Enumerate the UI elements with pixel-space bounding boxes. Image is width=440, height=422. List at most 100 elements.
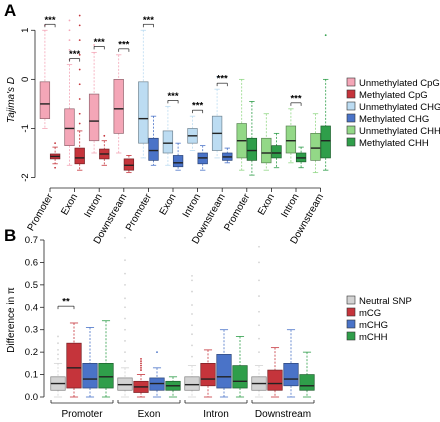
significance-label: *** <box>69 49 80 60</box>
outlier-point <box>124 328 126 331</box>
box <box>138 81 149 144</box>
x-category-label: Promoter <box>61 409 103 420</box>
box <box>64 108 75 146</box>
box <box>216 354 232 389</box>
outlier-point <box>78 14 81 17</box>
outlier-point <box>124 351 126 354</box>
outlier-point <box>191 279 193 282</box>
legend-swatch <box>346 77 356 87</box>
panel-a-letter: A <box>4 1 16 20</box>
box <box>200 363 216 387</box>
significance-label: *** <box>94 37 105 48</box>
outlier-point <box>93 44 95 46</box>
box <box>148 137 159 161</box>
outlier-point <box>78 122 81 125</box>
legend-label: Methylated CHH <box>359 138 429 149</box>
outlier-point <box>258 351 260 354</box>
legend-swatch <box>346 331 356 341</box>
legend-label: Methylated CpG <box>359 90 428 101</box>
y-tick-label: 0.0 <box>25 392 38 403</box>
panel-a-y-axis: -2 -1 0 1 <box>20 28 36 182</box>
box <box>261 137 272 164</box>
legend-label: Neutral SNP <box>359 296 412 307</box>
box <box>283 363 299 387</box>
outlier-point <box>258 295 260 297</box>
outlier-point <box>68 49 71 51</box>
legend-swatch <box>346 295 356 305</box>
panel-b-significance: ** <box>57 297 75 310</box>
outlier-point <box>124 283 126 286</box>
y-tick-label: 0.7 <box>25 235 38 246</box>
outlier-point <box>140 369 142 371</box>
panel-b-y-axis-title: Difference in π <box>6 287 17 353</box>
legend-label: mCG <box>359 308 381 319</box>
outlier-point <box>140 357 142 360</box>
significance-label: *** <box>290 93 301 104</box>
panel-a-boxes <box>39 14 331 176</box>
outlier-point <box>54 142 56 145</box>
panel-a: A Tajima's D -2-101 ********* ***********… <box>4 1 440 246</box>
legend-label: Unmethylated CHG <box>359 102 440 113</box>
x-tick-label: Promoter <box>26 191 56 233</box>
x-tick-label: Exon <box>256 192 277 217</box>
legend-label: mCHH <box>359 332 388 343</box>
outlier-point <box>57 349 59 351</box>
legend-swatch <box>346 319 356 329</box>
box <box>66 342 82 389</box>
significance-label: *** <box>44 15 55 26</box>
outlier-point <box>191 324 193 327</box>
box <box>285 125 297 154</box>
box <box>172 155 184 168</box>
outlier-point <box>258 337 260 340</box>
y-tick-label: 0.1 <box>25 370 38 381</box>
x-tick-label: Intron <box>82 192 104 220</box>
legend-swatch <box>346 89 356 99</box>
box <box>82 363 98 389</box>
x-category-label: Intron <box>203 409 229 420</box>
outlier-point <box>324 34 327 37</box>
outlier-point <box>140 360 142 363</box>
legend-label: Unmethylated CpG <box>359 78 440 89</box>
outlier-point <box>156 351 158 354</box>
x-tick-label: Exon <box>59 192 80 217</box>
y-tick-label: -1 <box>20 124 31 132</box>
legend-label: mCHG <box>359 320 388 331</box>
legend-swatch <box>346 113 356 123</box>
panel-b-y-axis: 0.0 0.1 0.2 0.3 0.4 0.5 0.6 0.7 <box>25 235 45 403</box>
box <box>232 365 248 389</box>
outlier-point <box>78 83 81 86</box>
outlier-point <box>124 297 126 300</box>
outlier-point <box>258 261 260 264</box>
outlier-point <box>124 360 126 363</box>
x-category-label: Downstream <box>255 409 311 420</box>
outlier-point <box>124 272 126 275</box>
legend-swatch <box>346 307 356 317</box>
outlier-point <box>124 236 126 239</box>
outlier-point <box>191 290 193 293</box>
panel-b: B Difference in π 0.00.10.20.30.40.50.60… <box>4 226 412 420</box>
box <box>246 137 258 161</box>
significance-label: *** <box>143 15 154 26</box>
y-tick-label: 0.3 <box>25 325 38 336</box>
y-tick-label: 0.4 <box>25 302 38 313</box>
panel-b-letter: B <box>4 226 16 245</box>
x-tick-label: Intron <box>181 192 203 220</box>
outlier-point <box>124 259 126 262</box>
panel-b-x-labels: Promoter Exon Intron Downstream <box>50 400 315 420</box>
outlier-point <box>191 355 193 358</box>
y-tick-label: 0.2 <box>25 347 38 358</box>
outlier-point <box>258 324 260 327</box>
box <box>123 158 135 171</box>
box <box>299 374 315 391</box>
outlier-point <box>68 29 71 32</box>
outlier-point <box>258 245 260 248</box>
legend-swatch <box>346 125 356 135</box>
legend-swatch <box>346 137 356 147</box>
x-tick-label: Exon <box>158 192 179 217</box>
box <box>271 145 282 159</box>
box <box>113 79 124 134</box>
